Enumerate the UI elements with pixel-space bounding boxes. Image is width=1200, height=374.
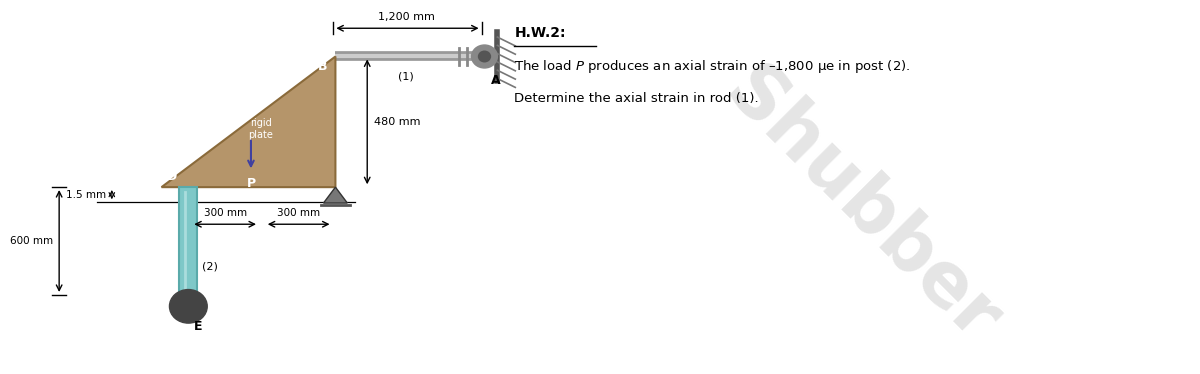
Text: 1,200 mm: 1,200 mm [378,12,434,22]
Circle shape [472,45,498,68]
Circle shape [479,51,491,62]
Text: (2): (2) [203,261,218,272]
Text: 1.5 mm: 1.5 mm [66,190,106,200]
Polygon shape [324,187,347,203]
FancyBboxPatch shape [179,187,197,295]
Text: P: P [246,177,256,190]
Text: rigid
plate: rigid plate [248,118,274,140]
Text: (1): (1) [398,71,414,82]
Text: E: E [194,321,203,334]
Text: 300 mm: 300 mm [277,208,320,218]
Text: B: B [318,60,328,73]
Text: Determine the axial strain in rod (1).: Determine the axial strain in rod (1). [515,92,758,105]
Text: Shubber: Shubber [710,55,1014,358]
Text: D: D [167,170,176,183]
Text: 600 mm: 600 mm [10,236,53,246]
Polygon shape [162,56,336,187]
Text: The load $P$ produces an axial strain of –1,800 μe in post (2).: The load $P$ produces an axial strain of… [515,58,911,75]
Text: 480 mm: 480 mm [374,117,421,127]
Text: A: A [491,74,500,87]
Text: 300 mm: 300 mm [204,208,247,218]
Circle shape [169,289,208,323]
Text: C: C [340,171,348,184]
Text: H.W.2:: H.W.2: [515,25,565,40]
